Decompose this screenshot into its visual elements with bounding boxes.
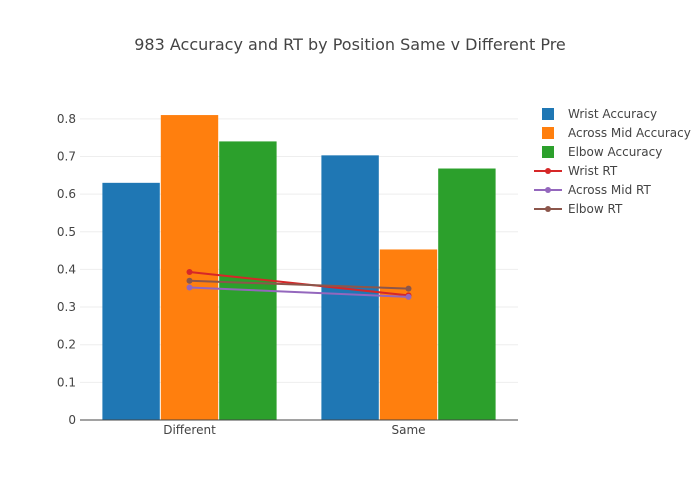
lines-layer — [186, 269, 412, 300]
point-across-mid-rt-different — [186, 284, 193, 291]
y-tick-label: 0.7 — [57, 149, 76, 163]
legend-item-across-mid-accuracy[interactable]: Across Mid Accuracy — [542, 126, 691, 140]
y-tick-label: 0.3 — [57, 300, 76, 314]
legend-swatch — [542, 127, 554, 139]
point-elbow-rt-same — [405, 285, 412, 292]
bar-across-mid-accuracy-different — [160, 115, 219, 420]
y-tick-label: 0 — [68, 413, 76, 427]
bar-across-mid-accuracy-same — [379, 249, 438, 420]
legend: Wrist Accuracy Across Mid Accuracy Elbow A… — [534, 107, 691, 216]
x-tick-label: Same — [391, 423, 425, 437]
legend-label: Wrist Accuracy — [568, 107, 657, 121]
x-tick-label: Different — [163, 423, 216, 437]
axis-layer: 0 0.1 0.2 0.3 0.4 0.5 0.6 0.7 0.8 Different Same — [57, 112, 518, 437]
legend-item-wrist-rt[interactable]: Wrist RT — [534, 164, 618, 178]
legend-label: Elbow Accuracy — [568, 145, 662, 159]
point-across-mid-rt-same — [405, 293, 412, 300]
y-tick-label: 0.6 — [57, 187, 76, 201]
y-tick-label: 0.8 — [57, 112, 76, 126]
legend-item-elbow-rt[interactable]: Elbow RT — [534, 202, 623, 216]
legend-marker — [545, 168, 551, 174]
legend-label: Across Mid Accuracy — [568, 126, 691, 140]
y-tick-label: 0.5 — [57, 225, 76, 239]
y-tick-label: 0.2 — [57, 338, 76, 352]
legend-label: Across Mid RT — [568, 183, 652, 197]
legend-swatch — [542, 108, 554, 120]
legend-item-elbow-accuracy[interactable]: Elbow Accuracy — [542, 145, 662, 159]
line-across-mid-rt — [189, 286, 409, 298]
line-elbow-rt — [189, 279, 409, 290]
legend-label: Elbow RT — [568, 202, 623, 216]
bar-wrist-accuracy-different — [102, 182, 160, 420]
bar-elbow-accuracy-same — [438, 168, 496, 420]
legend-label: Wrist RT — [568, 164, 618, 178]
legend-marker — [545, 187, 551, 193]
legend-swatch — [542, 146, 554, 158]
bars-layer — [102, 115, 496, 421]
legend-item-wrist-accuracy[interactable]: Wrist Accuracy — [542, 107, 657, 121]
point-elbow-rt-different — [186, 277, 193, 284]
legend-marker — [545, 206, 551, 212]
legend-item-across-mid-rt[interactable]: Across Mid RT — [534, 183, 652, 197]
chart-title: 983 Accuracy and RT by Position Same v D… — [134, 35, 566, 54]
y-tick-label: 0.1 — [57, 375, 76, 389]
y-tick-label: 0.4 — [57, 262, 76, 276]
point-wrist-rt-different — [186, 269, 193, 276]
